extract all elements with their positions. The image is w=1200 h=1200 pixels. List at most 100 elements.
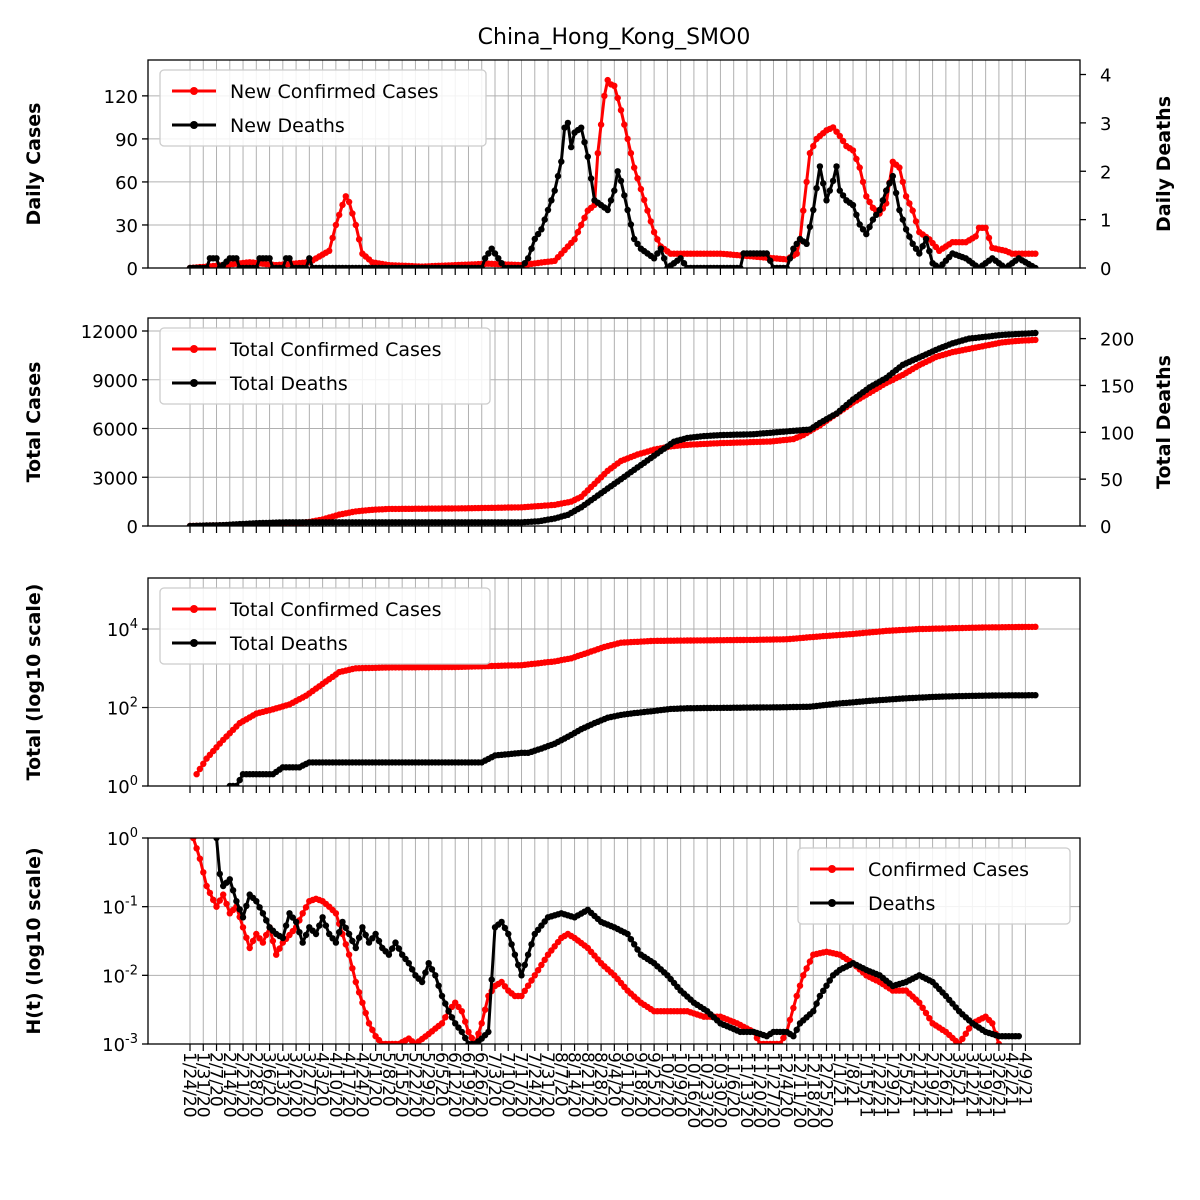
data-point bbox=[458, 1008, 465, 1015]
legend-marker bbox=[828, 865, 836, 873]
data-point bbox=[604, 206, 611, 214]
data-point bbox=[432, 972, 439, 979]
x-tick-label: 1/22/21 bbox=[869, 1052, 889, 1118]
data-point bbox=[823, 982, 830, 989]
y-axis-label: H(t) (log10 scale) bbox=[23, 847, 45, 1034]
legend-box bbox=[159, 587, 491, 665]
data-point bbox=[465, 1028, 472, 1036]
x-tick-label: 6/26/20 bbox=[471, 1052, 491, 1118]
data-point bbox=[501, 983, 509, 990]
x-tick-label: 1/31/20 bbox=[192, 1052, 212, 1118]
data-point bbox=[375, 937, 383, 945]
data-point bbox=[312, 930, 320, 938]
data-point bbox=[196, 855, 204, 862]
series-total-deaths bbox=[226, 692, 1039, 786]
data-point bbox=[806, 150, 814, 157]
data-point bbox=[342, 924, 349, 932]
data-point bbox=[442, 1014, 449, 1021]
x-tick-label: 3/6/20 bbox=[259, 1052, 279, 1107]
data-point bbox=[816, 163, 824, 170]
data-point bbox=[438, 992, 446, 1000]
data-point bbox=[886, 180, 893, 187]
x-tick-label: 7/10/20 bbox=[497, 1052, 517, 1118]
x-tick-label: 1/24/20 bbox=[179, 1052, 199, 1118]
x-tick-label: 2/19/21 bbox=[922, 1052, 942, 1118]
data-point bbox=[909, 240, 916, 247]
data-point bbox=[574, 228, 582, 236]
data-point bbox=[916, 999, 923, 1006]
data-point bbox=[955, 1040, 963, 1044]
data-point bbox=[534, 230, 542, 238]
data-point bbox=[246, 944, 253, 952]
data-point bbox=[263, 917, 270, 924]
data-point bbox=[286, 255, 293, 262]
data-point bbox=[521, 987, 528, 994]
legend-label: Total Confirmed Cases bbox=[229, 339, 442, 361]
data-point bbox=[316, 922, 323, 929]
data-point bbox=[534, 967, 542, 974]
data-point bbox=[614, 94, 621, 102]
x-tick-label: 4/24/20 bbox=[351, 1052, 371, 1118]
data-point bbox=[223, 900, 230, 908]
data-point bbox=[813, 1000, 820, 1007]
data-point bbox=[485, 250, 492, 257]
data-point bbox=[468, 1034, 475, 1042]
data-point bbox=[345, 930, 353, 938]
data-point bbox=[259, 939, 267, 946]
data-point bbox=[216, 897, 223, 904]
x-tick-label: 9/18/20 bbox=[630, 1052, 650, 1118]
data-point bbox=[249, 937, 257, 945]
data-point bbox=[236, 906, 243, 913]
data-point bbox=[896, 206, 903, 214]
y-tick-label-right: 3 bbox=[1100, 114, 1111, 135]
data-point bbox=[803, 240, 810, 247]
x-tick-label: 3/5/21 bbox=[948, 1052, 968, 1107]
data-point bbox=[879, 197, 887, 204]
data-point bbox=[810, 1008, 817, 1015]
x-tick-label: 5/1/20 bbox=[365, 1052, 385, 1107]
data-point bbox=[836, 132, 843, 140]
data-point bbox=[210, 896, 217, 903]
x-tick-label: 9/4/20 bbox=[603, 1052, 623, 1107]
data-point bbox=[296, 929, 303, 936]
data-point bbox=[793, 240, 800, 247]
data-point bbox=[213, 903, 220, 910]
data-point bbox=[481, 1006, 489, 1013]
x-tick-label: 4/10/20 bbox=[325, 1052, 345, 1118]
data-point bbox=[803, 965, 810, 972]
data-point bbox=[853, 155, 860, 163]
data-point bbox=[869, 216, 877, 223]
x-tick-label: 2/7/20 bbox=[206, 1052, 226, 1107]
data-point bbox=[336, 929, 343, 936]
data-point bbox=[763, 250, 770, 257]
data-point bbox=[657, 245, 664, 252]
legend-label: Total Deaths bbox=[229, 373, 348, 395]
data-point bbox=[793, 1026, 800, 1034]
data-point bbox=[448, 1014, 456, 1021]
data-point bbox=[783, 264, 790, 268]
data-point bbox=[213, 255, 220, 262]
data-point bbox=[816, 992, 824, 1000]
x-tick-label: 3/13/20 bbox=[272, 1052, 292, 1118]
data-point bbox=[425, 960, 432, 967]
data-point bbox=[624, 135, 631, 143]
data-point bbox=[445, 1008, 452, 1015]
data-point bbox=[859, 178, 867, 186]
x-tick-label: 11/20/20 bbox=[749, 1052, 769, 1128]
x-tick-label: 9/25/20 bbox=[643, 1052, 663, 1118]
data-point bbox=[541, 956, 548, 963]
data-point bbox=[1032, 692, 1039, 699]
data-point bbox=[737, 264, 744, 268]
data-point bbox=[826, 187, 833, 194]
data-point bbox=[531, 972, 538, 979]
data-point bbox=[488, 245, 495, 252]
data-point bbox=[650, 255, 658, 262]
x-tick-label: 7/31/20 bbox=[537, 1052, 557, 1118]
data-point bbox=[422, 969, 429, 976]
data-point bbox=[637, 185, 645, 193]
y-tick-label: 90 bbox=[115, 130, 138, 151]
legend-box bbox=[797, 847, 1071, 925]
data-point bbox=[793, 250, 800, 257]
x-tick-label: 4/3/20 bbox=[312, 1052, 332, 1107]
data-point bbox=[326, 247, 333, 254]
